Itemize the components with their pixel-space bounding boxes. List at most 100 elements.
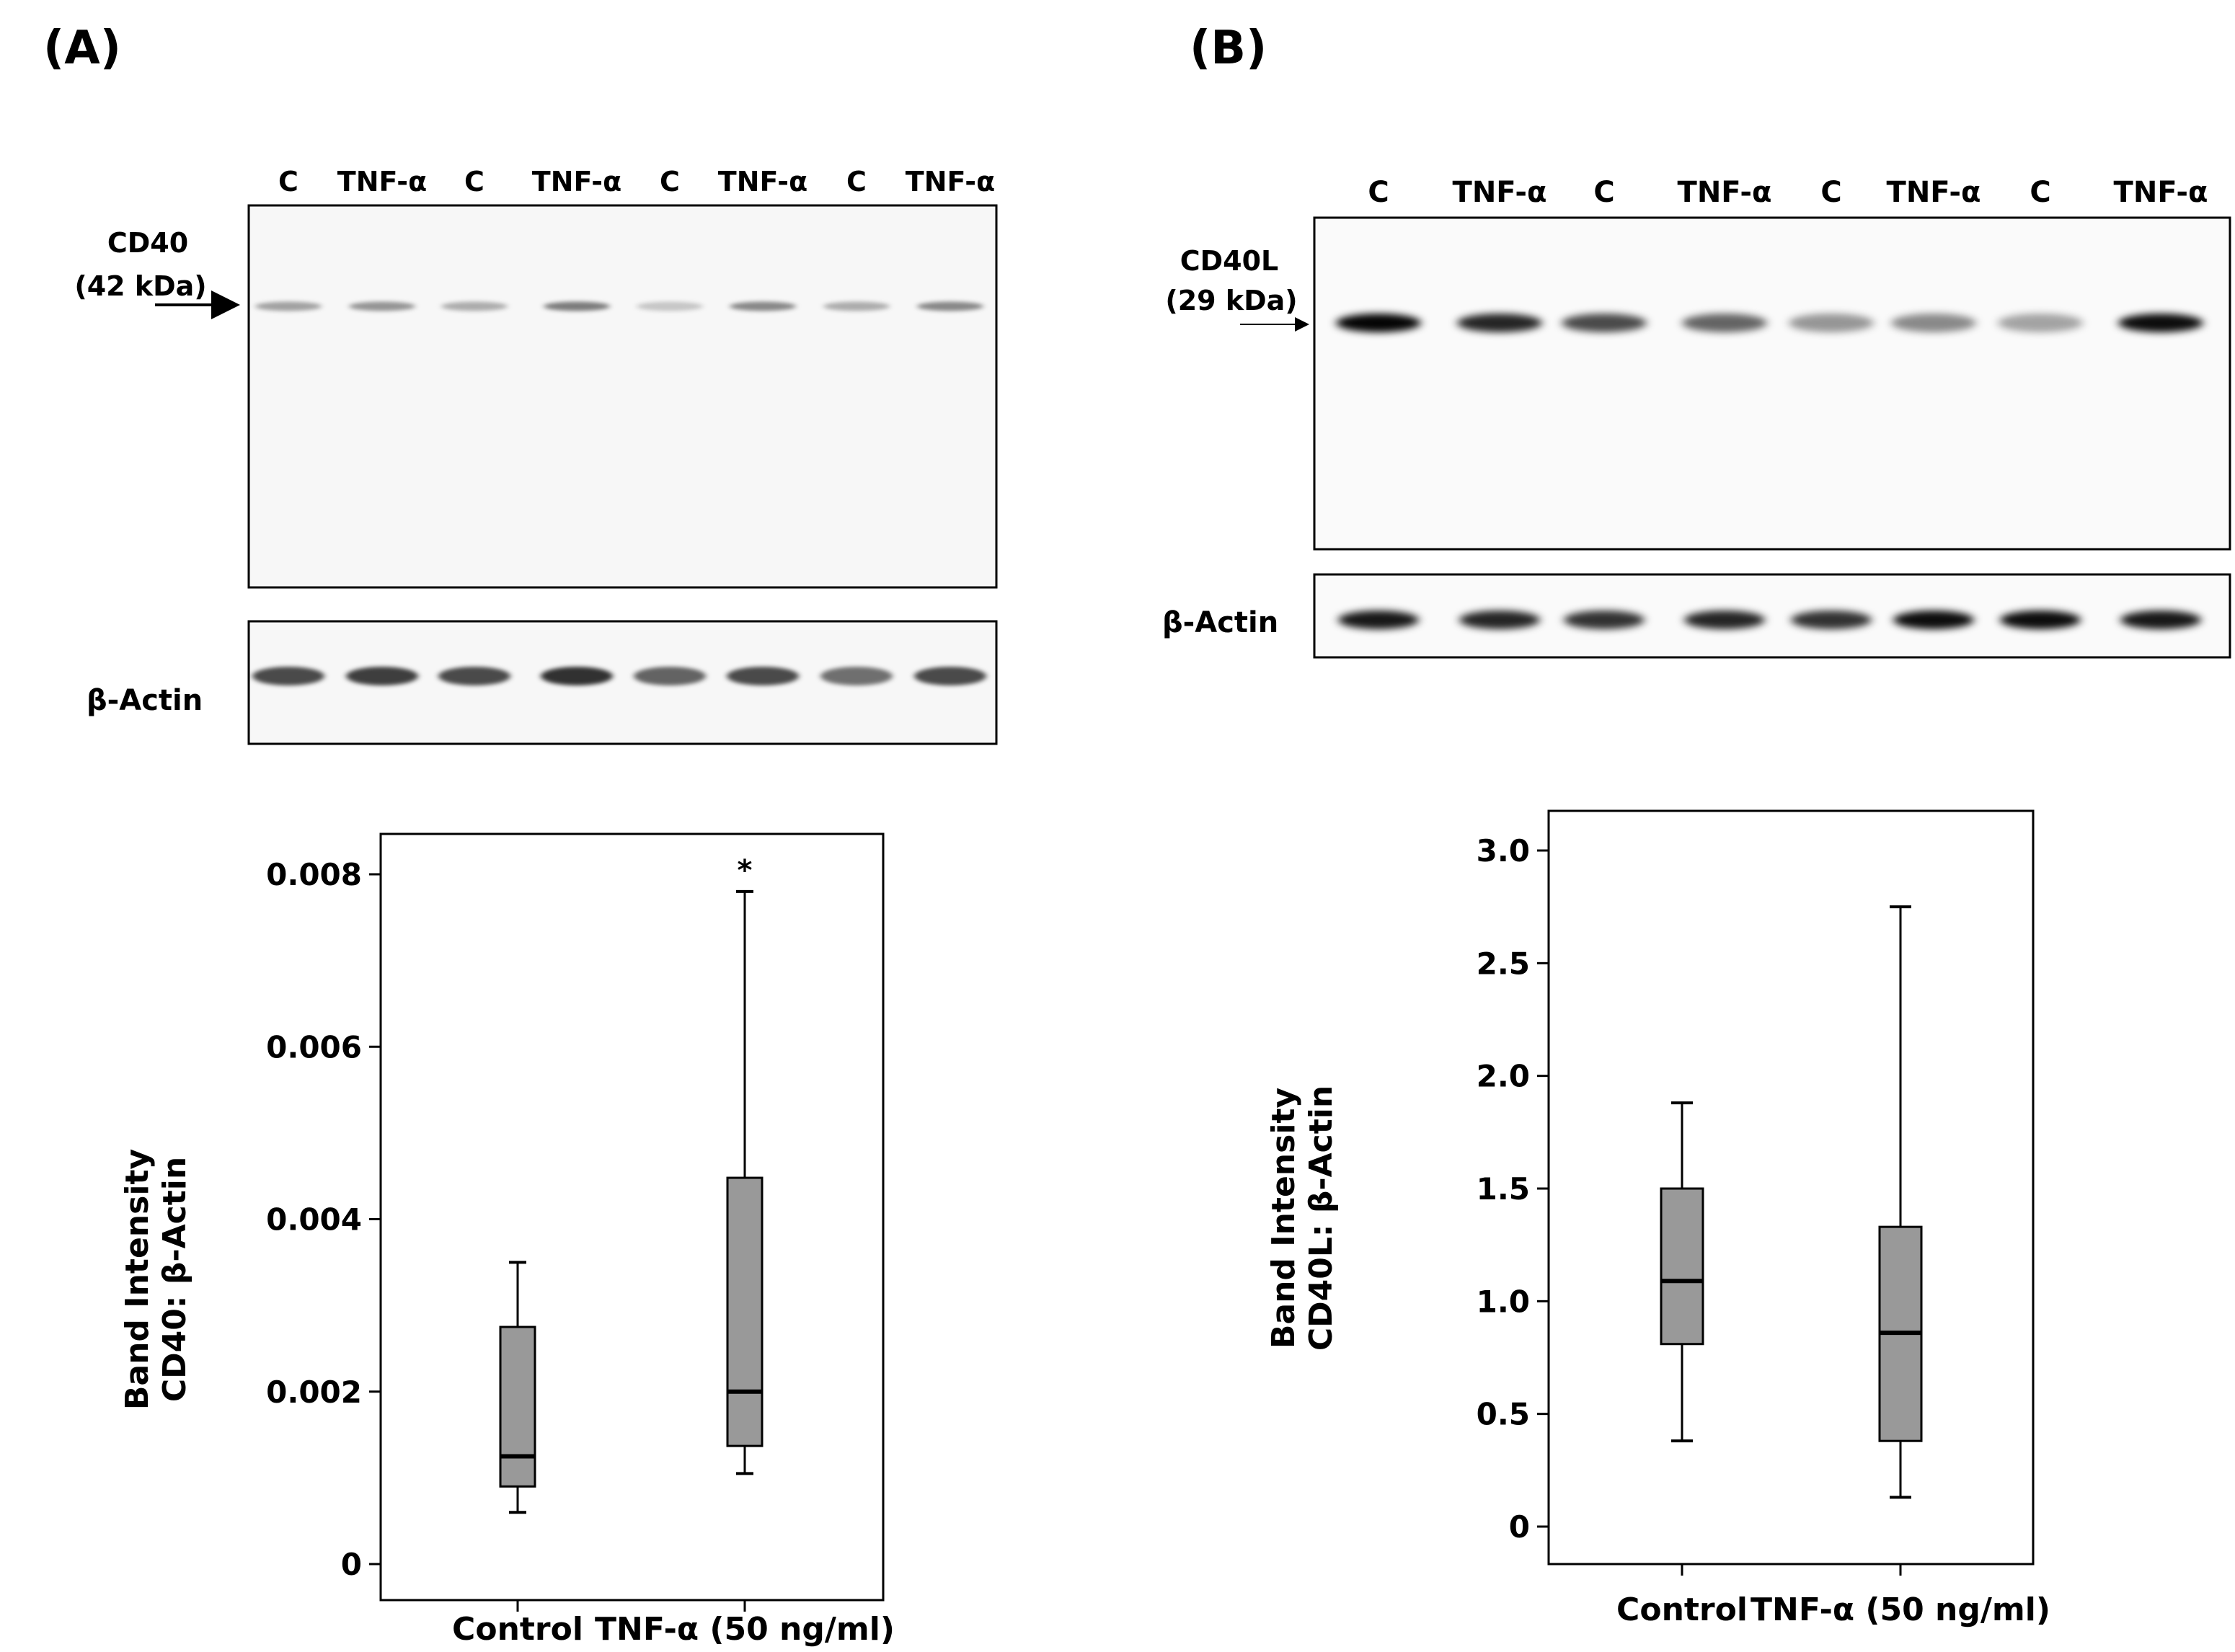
panel-a-cd40-membrane (247, 204, 998, 589)
panel-b-western-blot: C TNF-α C TNF-α C TNF-α C TNF-α CD40L (29 kDa) … (1162, 176, 2231, 659)
panel-a-actin-band (252, 667, 324, 685)
panel-a-y-tick-label: 0.006 (266, 1029, 362, 1065)
panel-a-actin-band (541, 667, 613, 685)
panel-a-label: (A) (43, 22, 121, 75)
panel-b-y-axis-label-line1: Band Intensity (1265, 1088, 1302, 1349)
panel-a-lane-label: C (660, 166, 680, 197)
panel-b-label: (B) (1190, 22, 1267, 75)
panel-b-y-tick-label: 0.5 (1477, 1397, 1530, 1432)
panel-b-cd40l-bands (1336, 314, 2203, 332)
panel-a-lane-label: C (846, 166, 867, 197)
panel-b-protein-band (1457, 314, 1542, 332)
panel-a-protein-band (255, 301, 322, 311)
panel-a-box-plot: 0 0.002 0.004 0.006 0.008 Control TNF-α (50 n… (119, 832, 895, 1648)
panel-b-protein-band (1562, 314, 1647, 332)
panel-a-y-axis-label-line2: CD40: β-Actin (156, 1157, 193, 1402)
panel-a-protein-band (823, 301, 890, 311)
panel-a-boxes: * (499, 854, 764, 1514)
panel-b-protein-band (1789, 314, 1874, 332)
panel-a-lane-label: C (464, 166, 484, 197)
panel-a-protein-label: CD40 (107, 227, 188, 259)
panel-a-y-tick-label: 0.008 (266, 857, 362, 892)
panel-b-y-axis: 0 0.5 1.0 1.5 2.0 2.5 3.0 (1477, 833, 1549, 1545)
panel-a-plot-frame (379, 832, 885, 1602)
panel-a-western-blot: C TNF-α C TNF-α C TNF-α C TNF-α CD40 (42 kDa) β… (74, 166, 998, 745)
panel-a-protein-band (917, 301, 983, 311)
panel-a-protein-band (544, 301, 610, 311)
panel-a-actin-bands (252, 667, 986, 685)
panel-b-lane-label: C (1593, 176, 1614, 209)
panel-b-box (1660, 1187, 1704, 1346)
panel-b-x-axis: Control TNF-α (50 ng/ml) (1616, 1564, 2050, 1628)
panel-b-lane-label: C (1368, 176, 1389, 209)
panel-a-box (726, 1176, 764, 1447)
panel-b-protein-band (1682, 314, 1767, 332)
panel-a-y-axis-label-line1: Band Intensity (119, 1149, 156, 1410)
panel-a-actin-label: β-Actin (87, 684, 203, 717)
panel-b-protein-band (2118, 314, 2203, 332)
panel-b-actin-bands (1338, 610, 2201, 629)
panel-b-y-axis-label-line2: CD40L: β-Actin (1303, 1085, 1340, 1351)
panel-b-x-tick-label: TNF-α (50 ng/ml) (1751, 1591, 2050, 1628)
panel-b-actin-membrane (1313, 573, 2231, 659)
panel-a-x-axis: Control TNF-α (50 ng/ml) (452, 1600, 895, 1648)
panel-b-lane-label: TNF-α (1453, 176, 1547, 209)
panel-b-plot-frame (1547, 809, 2035, 1566)
panel-a-actin-band (634, 667, 706, 685)
panel-b-actin-band (1684, 610, 1765, 629)
panel-b-actin-band (1459, 610, 1540, 629)
panel-a-lane-label: TNF-α (906, 166, 995, 197)
panel-b-lane-label: C (1820, 176, 1841, 209)
panel-b-cd40l-membrane (1313, 216, 2231, 551)
panel-a-lane-label: C (278, 166, 298, 197)
panel-a-protein-size: (42 kDa) (74, 270, 206, 302)
panel-a-lane-label: TNF-α (718, 166, 807, 197)
panel-b-actin-band (1338, 610, 1419, 629)
panel-a-x-tick-label: Control (452, 1611, 583, 1648)
panel-b-protein-band (1891, 314, 1976, 332)
panel-a-lane-labels: C TNF-α C TNF-α C TNF-α C TNF-α (278, 166, 995, 197)
panel-b-actin-label: β-Actin (1162, 606, 1278, 639)
panel-a-y-tick-label: 0.002 (266, 1375, 362, 1410)
panel-a-actin-band (820, 667, 893, 685)
panel-b-protein-band (1998, 314, 2083, 332)
panel-b-box-plot: 0 0.5 1.0 1.5 2.0 2.5 3.0 Control TNF-α (50 ng/… (1265, 809, 2050, 1628)
panel-b-actin-band (1893, 610, 1974, 629)
panel-b-y-tick-label: 2.5 (1477, 946, 1530, 981)
panel-b-y-tick-label: 0 (1509, 1509, 1530, 1545)
panel-a-actin-band (438, 667, 510, 685)
panel-b-protein-size: (29 kDa) (1165, 285, 1297, 316)
panel-a-protein-band (441, 301, 508, 311)
panel-a-protein-band (637, 301, 703, 311)
panel-a-significance-marker: * (738, 854, 753, 887)
panel-b-y-tick-label: 3.0 (1477, 833, 1530, 869)
panel-b-lane-label: C (2030, 176, 2050, 209)
panel-a-actin-band (914, 667, 986, 685)
panel-a-y-tick-label: 0.004 (266, 1202, 362, 1238)
panel-b-actin-band (2120, 610, 2201, 629)
panel-b-boxes (1660, 905, 1923, 1499)
panel-a-actin-band (727, 667, 799, 685)
panel-b-lane-label: TNF-α (1887, 176, 1981, 209)
panel-a-box (499, 1325, 536, 1488)
panel-b-y-tick-label: 2.0 (1477, 1059, 1530, 1094)
panel-a-x-tick-label: TNF-α (50 ng/ml) (595, 1611, 895, 1648)
panel-b-protein-band (1336, 314, 1421, 332)
panel-b-lane-label: TNF-α (1678, 176, 1772, 209)
panel-b-lane-label: TNF-α (2114, 176, 2208, 209)
panel-b-lane-labels: C TNF-α C TNF-α C TNF-α C TNF-α (1368, 176, 2208, 209)
panel-a-lane-label: TNF-α (532, 166, 621, 197)
panel-a-protein-band (730, 301, 796, 311)
panel-b-protein-label: CD40L (1180, 245, 1279, 277)
panel-a-lane-label: TNF-α (337, 166, 427, 197)
panel-a-cd40-bands (255, 301, 983, 311)
panel-b-y-tick-label: 1.0 (1477, 1284, 1530, 1319)
panel-a-y-tick-label: 0 (341, 1547, 362, 1582)
panel-a-y-axis: 0 0.002 0.004 0.006 0.008 (266, 857, 381, 1582)
panel-b-y-tick-label: 1.5 (1477, 1171, 1530, 1207)
panel-b-actin-band (2000, 610, 2081, 629)
panel-b-actin-band (1791, 610, 1872, 629)
panel-a-protein-band (349, 301, 415, 311)
panel-b-x-tick-label: Control (1616, 1591, 1748, 1628)
